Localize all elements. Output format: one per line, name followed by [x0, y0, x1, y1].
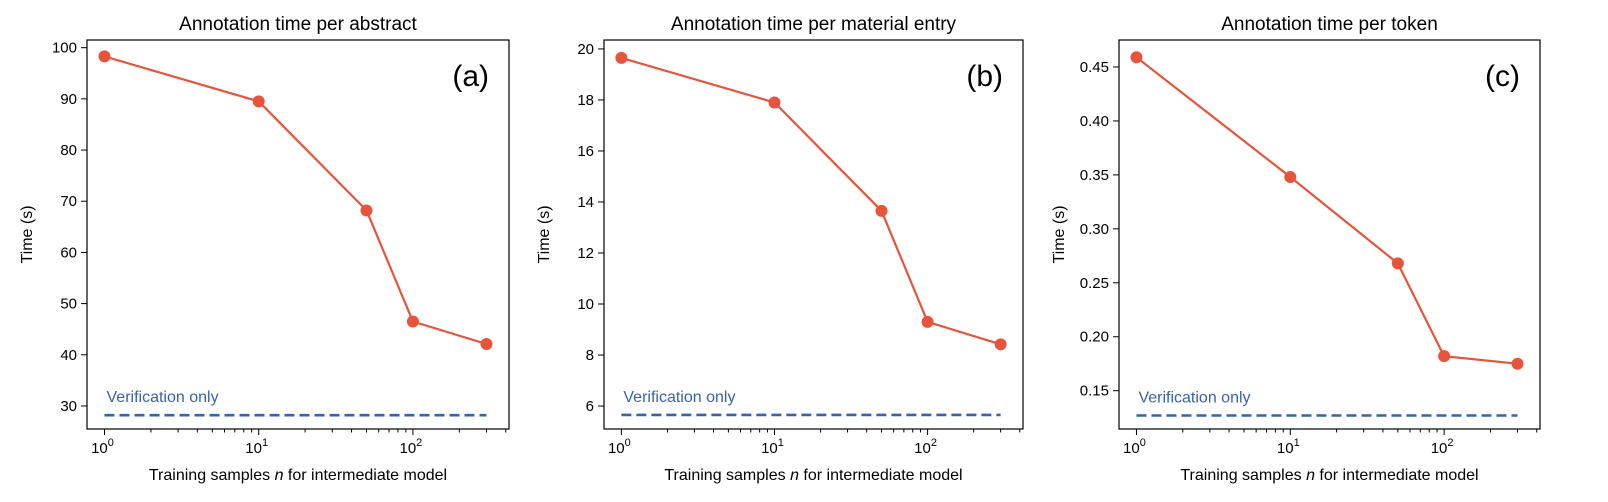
y-tick-label: 20 — [577, 41, 594, 58]
y-tick-label: 8 — [586, 347, 594, 364]
y-tick-label: 80 — [60, 142, 77, 159]
data-point — [406, 315, 419, 328]
data-point — [1438, 350, 1451, 363]
reference-label: Verification only — [1138, 390, 1250, 407]
y-tick-label: 0.45 — [1080, 59, 1109, 76]
y-tick-label: 14 — [577, 194, 594, 211]
y-tick-label: 90 — [60, 91, 77, 108]
plot-frame — [86, 39, 510, 430]
data-point — [768, 96, 781, 109]
x-tick-label: 100 — [1123, 437, 1146, 457]
data-point — [1511, 357, 1524, 370]
x-tick-label: 100 — [608, 437, 631, 457]
y-axis-label: Time (s) — [1051, 205, 1068, 263]
plot-frame — [603, 39, 1024, 430]
y-tick-label: 10 — [577, 296, 594, 313]
x-tick-label: 102 — [399, 437, 422, 457]
data-point — [1130, 51, 1143, 64]
series-line — [621, 56, 1001, 346]
x-axis-label: Training samples n for intermediate mode… — [1180, 467, 1478, 484]
plot-frame — [1118, 39, 1541, 430]
chart-panel-1: Annotation time per abstract 100 101 102 30 4… — [19, 14, 510, 484]
y-tick-label: 40 — [60, 347, 77, 364]
x-axis-label: Training samples n for intermediate mode… — [664, 467, 962, 484]
chart-title: Annotation time per abstract — [179, 14, 417, 35]
chart-title: Annotation time per token — [1221, 14, 1438, 35]
data-point — [98, 50, 111, 63]
y-tick-label: 0.40 — [1080, 113, 1109, 130]
series-line — [104, 55, 487, 346]
reference-label: Verification only — [623, 389, 735, 406]
data-point — [875, 204, 888, 217]
data-point — [480, 338, 493, 351]
y-tick-label: 50 — [60, 296, 77, 313]
x-tick-label: 102 — [914, 437, 937, 457]
y-tick-label: 12 — [577, 245, 594, 262]
chart-panel-3: Annotation time per token 100 101 102 0.15 0.… — [1051, 14, 1541, 484]
y-tick-label: 18 — [577, 92, 594, 109]
y-tick-label: 6 — [586, 398, 594, 415]
panel-tag: (b) — [966, 60, 1003, 93]
y-axis-label: Time (s) — [19, 205, 36, 263]
x-tick-label: 101 — [1277, 437, 1300, 457]
y-tick-label: 60 — [60, 244, 77, 261]
data-point — [360, 204, 373, 217]
y-tick-label: 0.20 — [1080, 329, 1109, 346]
panel-tag: (c) — [1485, 60, 1520, 93]
y-tick-label: 30 — [60, 398, 77, 415]
data-point — [994, 338, 1007, 351]
y-tick-label: 100 — [52, 40, 77, 57]
y-tick-label: 0.30 — [1080, 221, 1109, 238]
x-tick-label: 101 — [245, 437, 268, 457]
y-tick-label: 0.35 — [1080, 167, 1109, 184]
data-point — [921, 315, 934, 328]
y-tick-label: 0.15 — [1080, 383, 1109, 400]
x-axis-label: Training samples n for intermediate mode… — [149, 467, 447, 484]
data-point — [252, 95, 265, 108]
y-axis-label: Time (s) — [536, 205, 553, 263]
y-tick-label: 0.25 — [1080, 275, 1109, 292]
x-tick-label: 102 — [1431, 437, 1454, 457]
chart-title: Annotation time per material entry — [671, 14, 957, 35]
reference-label: Verification only — [107, 389, 219, 406]
series-line — [1135, 56, 1518, 365]
y-tick-label: 70 — [60, 193, 77, 210]
data-point — [615, 51, 628, 64]
x-tick-label: 101 — [761, 437, 784, 457]
data-point — [1284, 171, 1297, 184]
y-tick-label: 16 — [577, 143, 594, 160]
data-point — [1391, 257, 1404, 270]
x-tick-label: 100 — [91, 437, 114, 457]
panel-tag: (a) — [452, 60, 489, 93]
